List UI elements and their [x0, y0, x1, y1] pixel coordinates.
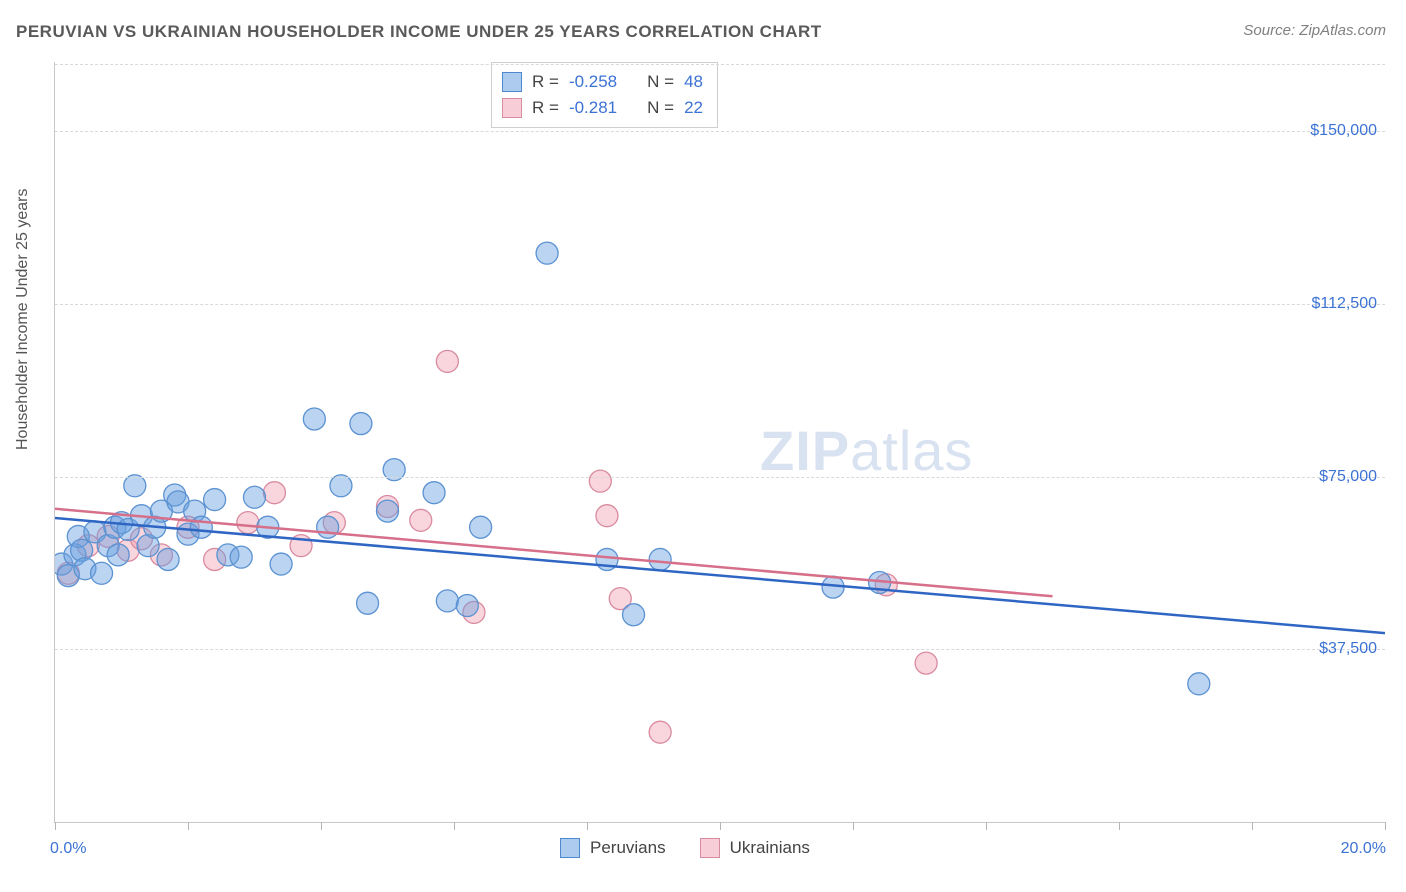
point-peruvians: [649, 548, 671, 570]
gridline: [55, 649, 1385, 650]
gridline: [55, 304, 1385, 305]
source-attribution: Source: ZipAtlas.com: [1243, 22, 1386, 39]
point-peruvians: [244, 486, 266, 508]
point-peruvians: [536, 242, 558, 264]
source-prefix: Source:: [1243, 22, 1299, 39]
legend-item-peruvians: Peruvians: [560, 838, 666, 858]
x-tick: [188, 822, 189, 830]
point-peruvians: [377, 500, 399, 522]
point-peruvians: [330, 475, 352, 497]
x-tick: [1385, 822, 1386, 830]
source-link[interactable]: ZipAtlas.com: [1299, 22, 1386, 39]
point-ukrainians: [915, 652, 937, 674]
x-tick: [454, 822, 455, 830]
gridline: [55, 131, 1385, 132]
legend-label-peruvians: Peruvians: [590, 838, 666, 858]
point-ukrainians: [589, 470, 611, 492]
point-peruvians: [190, 516, 212, 538]
point-ukrainians: [237, 512, 259, 534]
point-peruvians: [157, 548, 179, 570]
point-peruvians: [303, 408, 325, 430]
point-peruvians: [270, 553, 292, 575]
y-tick-label: $75,000: [1319, 468, 1377, 486]
point-peruvians: [357, 592, 379, 614]
gridline: [55, 64, 1385, 65]
x-tick: [1119, 822, 1120, 830]
point-peruvians: [423, 482, 445, 504]
point-peruvians: [350, 413, 372, 435]
point-ukrainians: [649, 721, 671, 743]
point-peruvians: [91, 562, 113, 584]
x-tick: [1252, 822, 1253, 830]
x-tick: [720, 822, 721, 830]
y-tick-label: $112,500: [1311, 295, 1377, 313]
plot-area: R = -0.258 N = 48 R = -0.281 N = 22 $37,…: [54, 62, 1385, 823]
x-tick: [321, 822, 322, 830]
trendline-peruvians: [55, 518, 1385, 633]
point-peruvians: [317, 516, 339, 538]
x-tick: [55, 822, 56, 830]
y-tick-label: $37,500: [1319, 640, 1377, 658]
point-ukrainians: [596, 505, 618, 527]
x-axis-min-label: 0.0%: [50, 840, 86, 858]
scatter-svg: [55, 62, 1385, 822]
swatch-ukrainians-icon: [700, 838, 720, 858]
x-tick: [853, 822, 854, 830]
chart-title: PERUVIAN VS UKRAINIAN HOUSEHOLDER INCOME…: [16, 22, 822, 42]
point-ukrainians: [263, 482, 285, 504]
x-tick: [986, 822, 987, 830]
bottom-legend: Peruvians Ukrainians: [560, 838, 810, 858]
y-axis-label: Householder Income Under 25 years: [14, 189, 32, 450]
y-tick-label: $150,000: [1310, 122, 1377, 140]
swatch-peruvians-icon: [560, 838, 580, 858]
point-peruvians: [470, 516, 492, 538]
legend-item-ukrainians: Ukrainians: [700, 838, 810, 858]
point-peruvians: [456, 595, 478, 617]
x-tick: [587, 822, 588, 830]
point-peruvians: [623, 604, 645, 626]
x-axis-max-label: 20.0%: [1341, 840, 1386, 858]
point-peruvians: [436, 590, 458, 612]
point-peruvians: [107, 544, 129, 566]
trendline-ukrainians: [55, 509, 1053, 597]
point-peruvians: [204, 489, 226, 511]
point-ukrainians: [410, 509, 432, 531]
chart-container: PERUVIAN VS UKRAINIAN HOUSEHOLDER INCOME…: [0, 0, 1406, 892]
point-peruvians: [230, 546, 252, 568]
gridline: [55, 477, 1385, 478]
point-peruvians: [124, 475, 146, 497]
legend-label-ukrainians: Ukrainians: [730, 838, 810, 858]
point-ukrainians: [436, 350, 458, 372]
point-peruvians: [1188, 673, 1210, 695]
